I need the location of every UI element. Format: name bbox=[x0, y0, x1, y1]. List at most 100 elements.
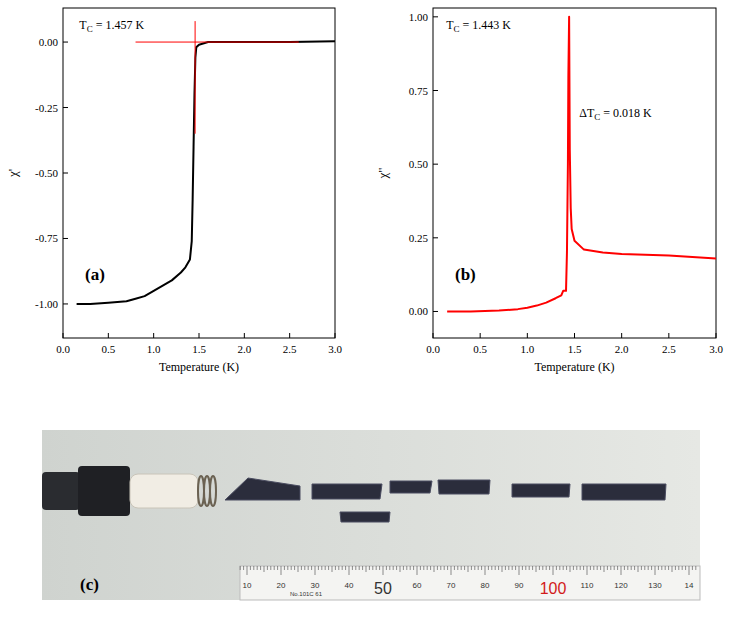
x-tick bbox=[480, 333, 481, 338]
crystal-piece bbox=[582, 484, 666, 500]
chart-panel: 0.00.51.01.52.02.53.0-1.00-0.75-0.50-0.2… bbox=[5, 8, 342, 374]
ruler-graduation bbox=[338, 566, 339, 570]
x-tick bbox=[335, 333, 336, 338]
ruler-graduation bbox=[624, 566, 625, 570]
ruler-graduation bbox=[682, 566, 683, 570]
ruler-graduation bbox=[627, 566, 628, 570]
ruler-graduation bbox=[655, 566, 656, 575]
ruler-graduation bbox=[321, 566, 322, 570]
ruler-graduation bbox=[264, 566, 265, 572]
ruler-graduation bbox=[573, 566, 574, 570]
x-tick-label: 1.0 bbox=[520, 343, 534, 355]
ruler-graduation bbox=[665, 566, 666, 570]
plot-frame bbox=[433, 8, 716, 338]
data-line bbox=[77, 41, 335, 304]
x-tick bbox=[574, 333, 575, 338]
ruler-graduation bbox=[451, 566, 452, 575]
ruler-graduation bbox=[678, 566, 679, 570]
ruler-graduation bbox=[308, 566, 309, 570]
x-tick-label: 2.0 bbox=[237, 343, 251, 355]
ruler-graduation bbox=[668, 566, 669, 570]
ruler-label: 40 bbox=[345, 581, 354, 590]
panel-letter: (b) bbox=[455, 265, 476, 284]
y-tick bbox=[433, 237, 438, 238]
ruler-graduation bbox=[410, 566, 411, 570]
x-tick-label: 1.5 bbox=[568, 343, 582, 355]
y-tick-label: 0.00 bbox=[409, 305, 429, 317]
ruler-label: 20 bbox=[277, 581, 286, 590]
ruler-graduation bbox=[583, 566, 584, 570]
ruler-graduation bbox=[692, 566, 693, 570]
ruler-graduation bbox=[580, 566, 581, 570]
ruler-label: 50 bbox=[374, 580, 392, 597]
photo: 10203040506070809010011012013014No.101C … bbox=[42, 430, 700, 600]
ruler-graduation bbox=[587, 566, 588, 575]
ruler-graduation bbox=[247, 566, 248, 575]
x-tick-label: 0.5 bbox=[101, 343, 115, 355]
reference-line bbox=[195, 21, 196, 134]
ruler-graduation bbox=[315, 566, 316, 575]
annotation-text: ΔT bbox=[579, 106, 595, 120]
x-tick bbox=[244, 333, 245, 338]
ruler-label: 110 bbox=[581, 581, 594, 590]
ruler-graduation bbox=[488, 566, 489, 570]
ruler-graduation bbox=[498, 566, 499, 570]
x-tick-label: 1.5 bbox=[192, 343, 206, 355]
ruler-label: 60 bbox=[413, 581, 422, 590]
ruler-graduation bbox=[570, 566, 571, 572]
x-tick-label: 3.0 bbox=[328, 343, 342, 355]
ruler-graduation bbox=[468, 566, 469, 572]
ruler-graduation bbox=[658, 566, 659, 570]
x-tick-label: 0.0 bbox=[426, 343, 440, 355]
y-tick-label: 0.75 bbox=[409, 85, 429, 97]
x-tick-label: 0.5 bbox=[473, 343, 487, 355]
crystal-piece bbox=[438, 480, 490, 494]
ruler-graduation bbox=[372, 566, 373, 570]
x-tick bbox=[716, 333, 717, 338]
ruler-graduation bbox=[515, 566, 516, 570]
x-tick-label: 3.0 bbox=[709, 343, 723, 355]
x-axis-title: Temperature (K) bbox=[159, 360, 239, 374]
x-tick bbox=[668, 333, 669, 338]
ruler-label: 120 bbox=[614, 581, 628, 590]
data-group bbox=[447, 17, 716, 312]
crystal-piece bbox=[390, 481, 432, 493]
ruler-graduation bbox=[447, 566, 448, 570]
ruler-graduation bbox=[610, 566, 611, 570]
ruler-graduation bbox=[454, 566, 455, 570]
x-tick bbox=[527, 333, 528, 338]
x-tick bbox=[289, 333, 290, 338]
photo-background bbox=[42, 430, 700, 600]
y-tick bbox=[63, 303, 68, 304]
ruler-graduation bbox=[400, 566, 401, 572]
ruler-graduation bbox=[417, 566, 418, 575]
annotation-suffix: = 1.443 K bbox=[460, 18, 512, 32]
ruler-graduation bbox=[359, 566, 360, 570]
ruler-graduation bbox=[243, 566, 244, 570]
y-axis-title: χ" bbox=[375, 167, 390, 179]
y-tick bbox=[63, 42, 68, 43]
ruler-graduation bbox=[318, 566, 319, 570]
x-tick bbox=[433, 333, 434, 338]
y-tick-label: 0.00 bbox=[39, 36, 59, 48]
ruler-graduation bbox=[325, 566, 326, 570]
ruler-graduation bbox=[393, 566, 394, 570]
x-tick bbox=[108, 333, 109, 338]
annotation: TC = 1.443 K bbox=[446, 18, 511, 34]
ruler-label: 80 bbox=[481, 581, 490, 590]
ruler-graduation bbox=[369, 566, 370, 570]
ruler-label: 30 bbox=[311, 581, 320, 590]
ruler-graduation bbox=[457, 566, 458, 570]
ruler-graduation bbox=[403, 566, 404, 570]
ruler bbox=[240, 566, 700, 600]
crystal-piece bbox=[312, 484, 382, 499]
y-tick-label: -0.75 bbox=[35, 232, 58, 244]
y-tick-label: -0.25 bbox=[35, 102, 58, 114]
ruler-graduation bbox=[661, 566, 662, 570]
reference-line bbox=[136, 42, 299, 43]
crystal-piece bbox=[512, 484, 570, 497]
ruler-graduation bbox=[464, 566, 465, 570]
ruler-graduation bbox=[352, 566, 353, 570]
ruler-graduation bbox=[250, 566, 251, 570]
ruler-graduation bbox=[311, 566, 312, 570]
